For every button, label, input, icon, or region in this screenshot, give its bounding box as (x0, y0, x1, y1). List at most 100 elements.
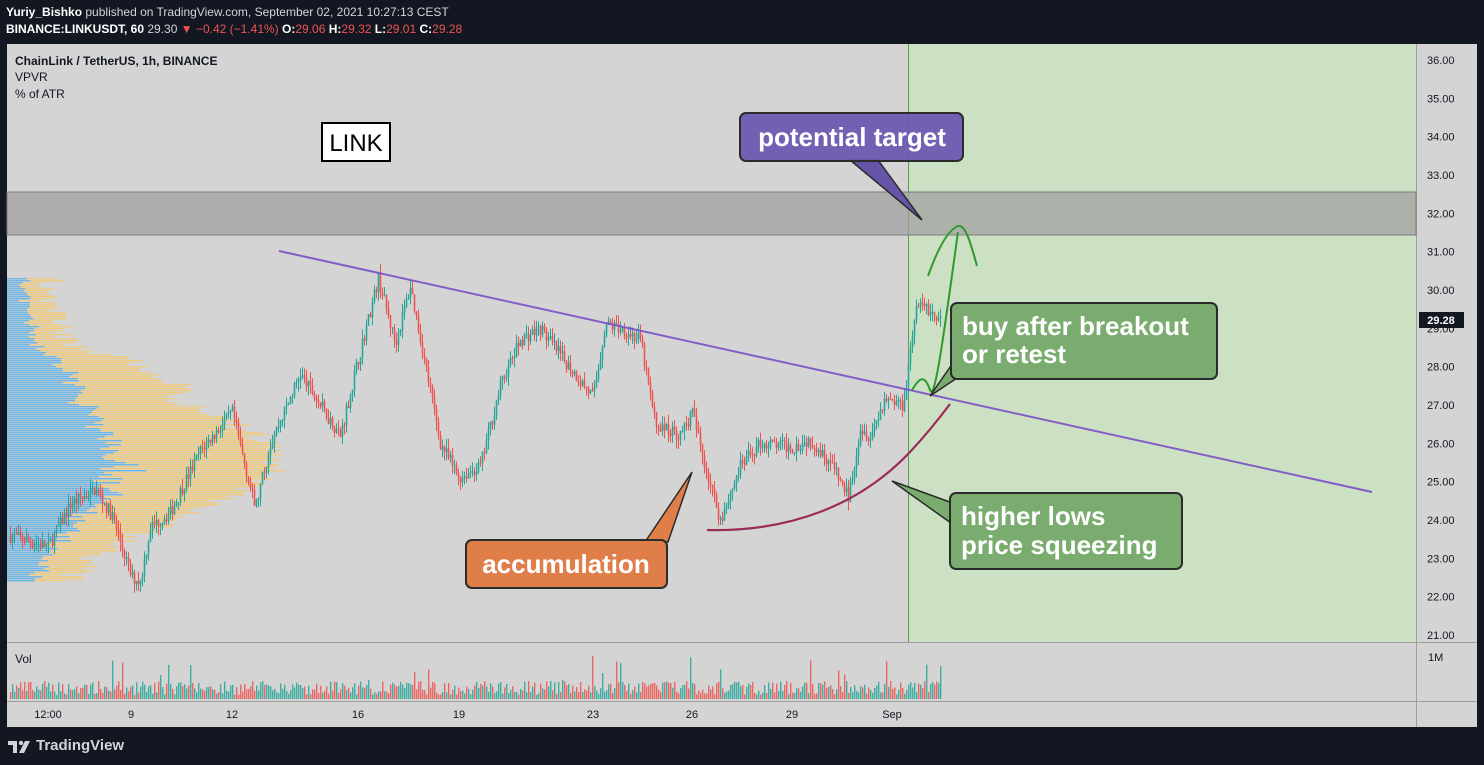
candle-body (415, 311, 418, 316)
volume-bar (172, 688, 174, 699)
published-text: published on TradingView.com, September … (85, 5, 449, 19)
candle-body (287, 402, 290, 405)
candle-body (395, 340, 398, 345)
candle-body (561, 351, 564, 354)
volume-pane[interactable] (7, 643, 1416, 701)
candle-body (811, 445, 814, 449)
volume-bar (698, 690, 700, 699)
candle-body (737, 474, 740, 477)
publisher-name[interactable]: Yuriy_Bishko (6, 5, 83, 19)
vpvr-row-down (69, 536, 136, 538)
volume-bar (258, 690, 260, 699)
annotation-potential-target[interactable]: potential target (739, 112, 964, 221)
vpvr-row-down (52, 364, 128, 366)
price-tick: 28.00 (1427, 362, 1455, 374)
candle-body (235, 419, 238, 423)
volume-bar (492, 686, 494, 699)
volume-bar (552, 690, 554, 699)
vpvr-row-down (43, 568, 83, 570)
candle-body (701, 444, 704, 456)
price-tick: 24.00 (1427, 515, 1455, 527)
volume-bar (394, 684, 396, 699)
vpvr-row-down (74, 384, 191, 386)
volume-bar (356, 694, 358, 699)
vpvr-row-down (78, 380, 163, 382)
volume-bar (572, 685, 574, 699)
candle-body (901, 402, 904, 411)
volume-bar (96, 693, 98, 699)
volume-bar (180, 682, 182, 699)
volume-bar (10, 692, 12, 699)
price-axis[interactable] (1417, 44, 1477, 727)
vpvr-row-down (73, 526, 172, 528)
higher-lows-curve[interactable] (706, 403, 951, 532)
candle-body (225, 413, 228, 420)
volume-bar (940, 666, 942, 699)
candle-body (341, 425, 344, 437)
vpvr-row-down (26, 292, 48, 294)
candle-body (325, 408, 328, 419)
volume-bar (886, 661, 888, 699)
volume-bar (112, 660, 114, 699)
candle-body (511, 358, 514, 360)
chart-title[interactable]: ChainLink / TetherUS, 1h, BINANCE (15, 54, 217, 68)
vpvr-row-down (24, 322, 53, 324)
candlesticks (9, 264, 942, 593)
volume-bar (330, 681, 332, 699)
candle-body (51, 539, 54, 546)
vpvr-row-down (77, 378, 159, 380)
annotation-buy[interactable]: buy after breakout or retest (929, 302, 1218, 397)
potential-target-label: potential target (758, 122, 946, 152)
candle-body (753, 455, 756, 457)
volume-bar (64, 693, 66, 699)
vpvr-row-up (7, 566, 50, 568)
candle-body (33, 544, 36, 547)
time-axis[interactable] (7, 702, 1416, 727)
vpvr-row-up (7, 462, 126, 464)
volume-bar (446, 692, 448, 699)
candle-body (673, 426, 676, 431)
volume-bar (744, 694, 746, 699)
candle-body (143, 558, 146, 576)
annotation-higher-lows[interactable]: higher lows price squeezing (891, 480, 1183, 570)
vpvr-row-down (122, 478, 272, 480)
vpvr-row-up (7, 526, 74, 528)
volume-bar (594, 686, 596, 699)
volume-bar (810, 660, 812, 699)
candle-body (847, 487, 850, 502)
candle-body (557, 346, 560, 351)
candle-body (75, 499, 78, 504)
candle-body (891, 399, 894, 401)
vpvr-row-up (7, 378, 78, 380)
descending-trendline[interactable] (278, 250, 1373, 493)
indicator-atr[interactable]: % of ATR (15, 87, 65, 101)
volume-legend[interactable]: Vol (15, 652, 32, 666)
volume-bar (312, 689, 314, 699)
volume-bar (62, 684, 64, 699)
volume-bar (662, 682, 664, 699)
candle-body (497, 395, 500, 401)
indicator-vpvr[interactable]: VPVR (15, 70, 48, 84)
candle-body (301, 375, 304, 378)
vpvr-row-up (7, 282, 23, 284)
vpvr-row-down (29, 574, 61, 576)
candle-body (11, 535, 14, 543)
volume-bar (20, 682, 22, 699)
vpvr-row-up (7, 574, 30, 576)
vpvr-row-down (79, 404, 175, 406)
candle-body (451, 455, 454, 466)
vpvr-row-up (7, 520, 86, 522)
volume-bar (680, 688, 682, 699)
time-tick: 9 (128, 709, 134, 721)
annotation-link[interactable]: LINK (321, 122, 391, 162)
candle-body (269, 447, 272, 455)
vpvr-row-up (7, 380, 79, 382)
candle-body (15, 534, 18, 536)
annotation-accumulation[interactable]: accumulation (465, 471, 693, 589)
volume-bar (66, 694, 68, 699)
volume-bar (776, 683, 778, 699)
candle-body (773, 441, 776, 443)
candle-body (679, 430, 682, 441)
tradingview-brand[interactable]: TradingView (8, 737, 124, 754)
